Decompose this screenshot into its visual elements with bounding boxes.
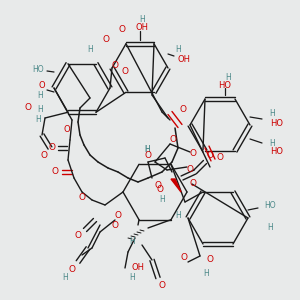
Text: O: O — [179, 106, 187, 115]
Text: H: H — [129, 238, 135, 247]
Text: H: H — [129, 274, 135, 283]
Text: HO: HO — [264, 202, 276, 211]
Text: H: H — [267, 224, 273, 232]
Text: H: H — [139, 16, 145, 25]
Text: O: O — [206, 256, 214, 265]
Text: O: O — [112, 220, 118, 230]
Text: O: O — [40, 151, 47, 160]
Text: O: O — [79, 194, 86, 202]
Text: H: H — [175, 46, 181, 55]
Text: H: H — [144, 146, 150, 154]
Text: OH: OH — [136, 22, 148, 32]
Text: H: H — [62, 274, 68, 283]
Text: O: O — [190, 149, 196, 158]
Text: O: O — [154, 181, 161, 190]
Text: O: O — [169, 136, 176, 145]
Text: HO: HO — [218, 80, 232, 89]
Text: H: H — [225, 73, 231, 82]
Text: H: H — [37, 106, 43, 115]
Text: H: H — [203, 268, 209, 278]
Text: H: H — [35, 116, 41, 124]
Text: O: O — [122, 68, 128, 76]
Text: O: O — [190, 179, 196, 188]
Text: O: O — [103, 35, 110, 44]
Text: O: O — [115, 211, 122, 220]
Text: O: O — [64, 125, 70, 134]
Text: O: O — [187, 166, 194, 175]
Text: O: O — [217, 152, 224, 161]
Text: OH: OH — [178, 56, 191, 64]
Text: H: H — [87, 46, 93, 55]
Text: HO: HO — [270, 146, 283, 155]
Text: HO: HO — [32, 65, 44, 74]
Text: H: H — [37, 92, 43, 100]
Text: O: O — [118, 26, 125, 34]
Text: O: O — [49, 143, 56, 152]
Text: OH: OH — [131, 263, 145, 272]
Text: O: O — [181, 254, 188, 262]
Text: O: O — [25, 103, 32, 112]
Text: O: O — [52, 167, 58, 176]
Text: H: H — [175, 211, 181, 220]
Text: O: O — [68, 266, 76, 274]
Text: H: H — [159, 196, 165, 205]
Polygon shape — [171, 179, 181, 192]
Text: H: H — [269, 109, 275, 118]
Text: O: O — [158, 280, 166, 290]
Text: HO: HO — [270, 118, 283, 127]
Text: O: O — [157, 185, 164, 194]
Text: O: O — [145, 151, 152, 160]
Text: O: O — [39, 82, 45, 91]
Text: O: O — [74, 230, 82, 239]
Text: H: H — [269, 139, 275, 148]
Text: O: O — [206, 151, 214, 160]
Text: H: H — [144, 146, 150, 154]
Text: O: O — [112, 61, 118, 70]
